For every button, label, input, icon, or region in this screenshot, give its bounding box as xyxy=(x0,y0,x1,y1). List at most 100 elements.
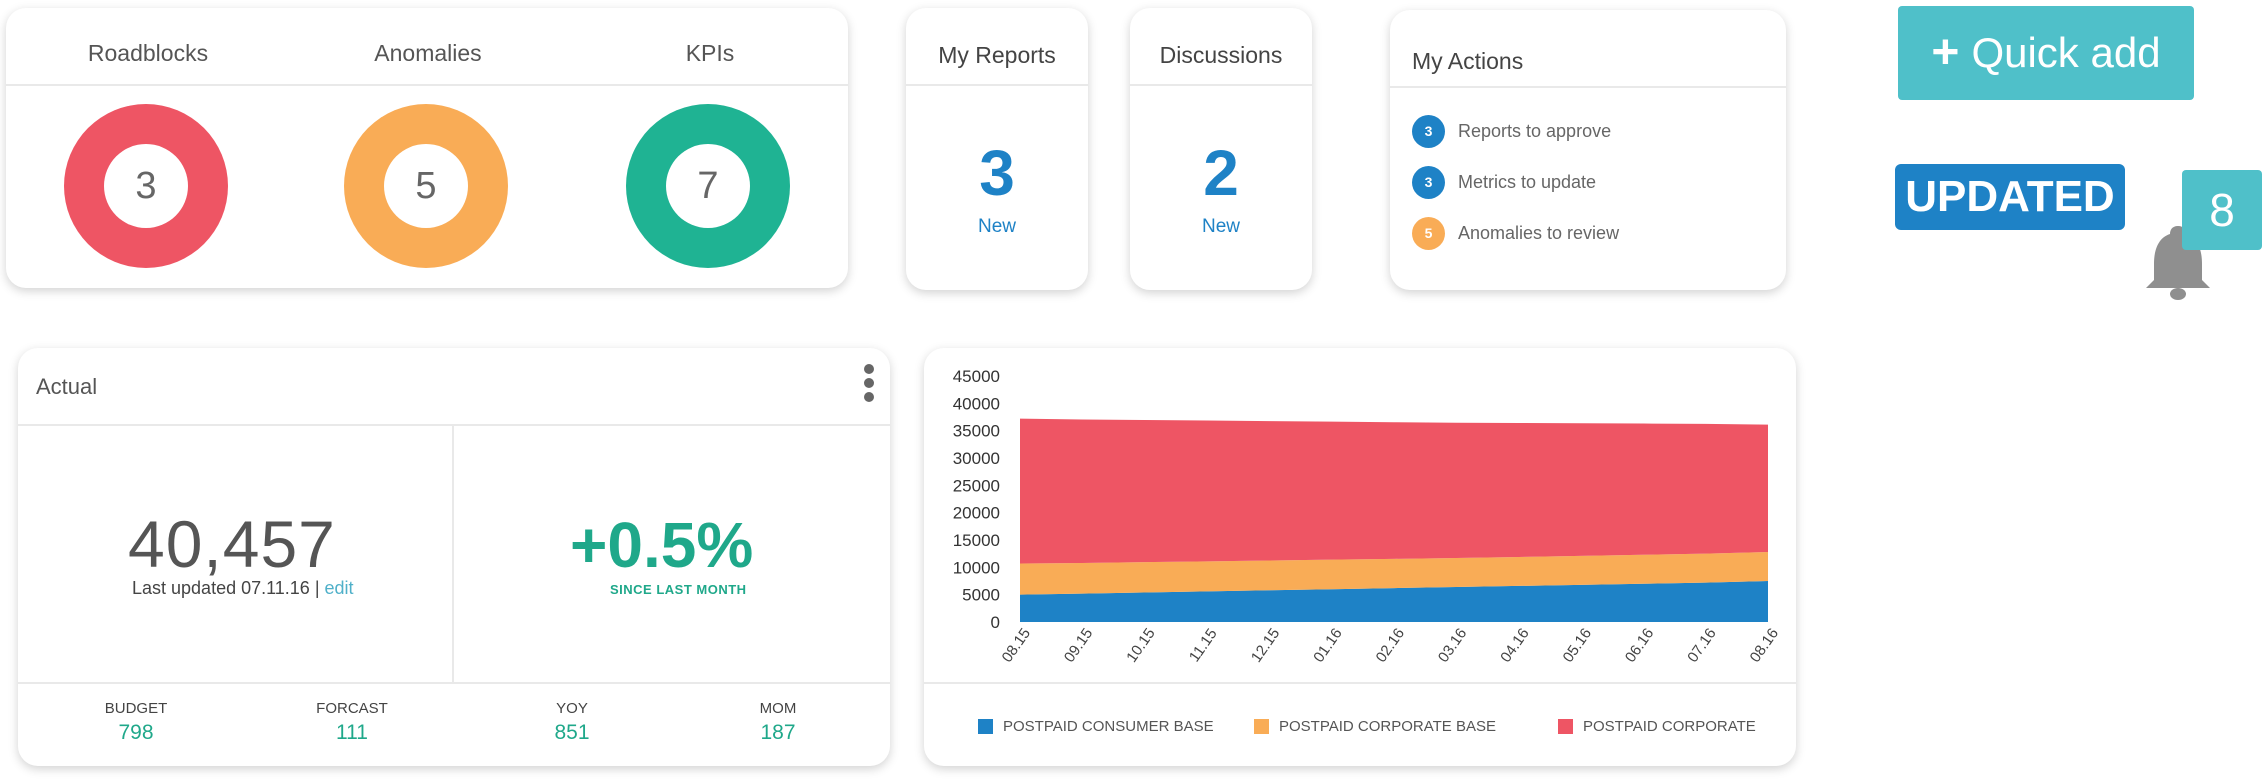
action-count-badge: 5 xyxy=(1412,216,1445,250)
discussions-count: 2 xyxy=(1203,137,1239,209)
action-label: Reports to approve xyxy=(1458,120,1612,141)
discussions-divider xyxy=(1130,84,1312,86)
x-tick-label: 07.16 xyxy=(1684,625,1719,666)
roadblocks-column[interactable]: Roadblocks 3 xyxy=(8,8,288,288)
updated-badge: UPDATED xyxy=(1895,164,2125,230)
legend-label: POSTPAID CONSUMER BASE xyxy=(1003,718,1214,735)
legend-label: POSTPAID CORPORATE xyxy=(1583,718,1756,735)
stat-mom: MOM 187 xyxy=(698,700,858,745)
action-item-anomalies-to-review[interactable]: 5 Anomalies to review xyxy=(1412,216,1619,250)
kpis-donut[interactable]: 7 xyxy=(626,104,790,268)
summary-divider xyxy=(6,84,848,86)
discussions-card[interactable]: Discussions 2 New xyxy=(1130,8,1312,290)
x-tick-label: 01.16 xyxy=(1310,625,1345,666)
my-actions-card: My Actions 3 Reports to approve 3 Metric… xyxy=(1390,10,1786,290)
actual-vertical-divider xyxy=(452,426,454,682)
x-tick-label: 03.16 xyxy=(1435,625,1470,666)
action-item-reports-to-approve[interactable]: 3 Reports to approve xyxy=(1412,114,1611,148)
my-reports-card[interactable]: My Reports 3 New xyxy=(906,8,1088,290)
kebab-menu-icon[interactable] xyxy=(862,364,876,406)
actual-value: 40,457 xyxy=(128,507,336,581)
stat-label: MOM xyxy=(759,700,797,717)
area-chart: 0 5000 10000 15000 20000 25000 30000 35000 40000… xyxy=(953,367,1782,666)
plus-icon: + xyxy=(1931,26,1960,79)
quick-add-button[interactable]: + Quick add xyxy=(1898,6,2194,100)
my-actions-divider xyxy=(1390,86,1786,88)
legend-item-corporate[interactable]: POSTPAID CORPORATE xyxy=(1558,718,1756,735)
legend-swatch xyxy=(978,719,993,734)
area-series-1[interactable] xyxy=(1020,552,1768,595)
x-tick-label: 11.15 xyxy=(1186,626,1221,666)
percent-change-caption: SINCE LAST MONTH xyxy=(610,582,747,597)
my-reports-divider xyxy=(906,84,1088,86)
actual-card: Actual 40,457 Last updated 07.11.16 | ed… xyxy=(18,348,890,766)
y-tick-label: 10000 xyxy=(953,558,1000,577)
x-tick-label: 06.16 xyxy=(1622,625,1657,666)
my-reports-new-label[interactable]: New xyxy=(977,216,1016,237)
action-count-badge: 3 xyxy=(1412,165,1445,199)
anomalies-donut[interactable]: 5 xyxy=(344,104,508,268)
stat-budget: BUDGET 798 xyxy=(56,700,216,745)
roadblocks-donut[interactable]: 3 xyxy=(64,104,228,268)
x-tick-label: 09.15 xyxy=(1061,625,1096,666)
legend-label: POSTPAID CORPORATE BASE xyxy=(1279,718,1496,735)
action-item-metrics-to-update[interactable]: 3 Metrics to update xyxy=(1412,165,1596,199)
my-reports-title: My Reports xyxy=(938,42,1056,68)
area-series-0[interactable] xyxy=(1020,581,1768,622)
y-tick-label: 45000 xyxy=(953,367,1000,386)
action-label: Anomalies to review xyxy=(1458,222,1620,243)
x-tick-label: 02.16 xyxy=(1373,625,1408,666)
kpis-count: 7 xyxy=(666,144,750,228)
x-tick-label: 08.16 xyxy=(1747,625,1782,666)
kpis-title: KPIs xyxy=(685,40,735,66)
x-tick-label: 10.15 xyxy=(1123,625,1158,666)
discussions-title: Discussions xyxy=(1159,42,1283,68)
legend-item-corporate-base[interactable]: POSTPAID CORPORATE BASE xyxy=(1254,718,1496,735)
roadblocks-count: 3 xyxy=(104,144,188,228)
chart-legend-divider xyxy=(924,682,1796,684)
stat-value: 798 xyxy=(118,721,154,744)
stat-forcast: FORCAST 111 xyxy=(272,700,432,745)
stat-label: FORCAST xyxy=(316,700,388,717)
action-count-badge: 3 xyxy=(1412,114,1445,148)
edit-link[interactable]: edit xyxy=(324,578,354,598)
stat-value: 187 xyxy=(760,721,796,744)
actual-title: Actual xyxy=(36,374,98,399)
area-series-2[interactable] xyxy=(1020,418,1768,564)
legend-item-consumer-base[interactable]: POSTPAID CONSUMER BASE xyxy=(978,718,1214,735)
anomalies-count: 5 xyxy=(384,144,468,228)
x-tick-label: 12.15 xyxy=(1248,625,1283,666)
percent-change: +0.5% xyxy=(570,509,754,581)
y-tick-label: 15000 xyxy=(953,531,1000,550)
y-tick-label: 40000 xyxy=(953,394,1000,413)
x-tick-label: 08.15 xyxy=(999,625,1034,666)
x-tick-label: 05.16 xyxy=(1560,625,1595,666)
last-updated-text: Last updated 07.11.16 | edit xyxy=(132,578,354,599)
stat-value: 851 xyxy=(554,721,590,744)
legend-swatch xyxy=(1558,719,1573,734)
summary-card: Roadblocks 3 Anomalies 5 KPIs 7 xyxy=(6,8,848,288)
area-chart-card: 0 5000 10000 15000 20000 25000 30000 35000 40000… xyxy=(924,348,1796,766)
stat-value: 111 xyxy=(336,721,368,744)
legend-swatch xyxy=(1254,719,1269,734)
y-tick-label: 30000 xyxy=(953,449,1000,468)
stat-label: YOY xyxy=(556,700,588,717)
discussions-new-label[interactable]: New xyxy=(1201,216,1240,237)
stat-yoy: YOY 851 xyxy=(492,700,652,745)
y-tick-label: 20000 xyxy=(953,504,1000,523)
stat-label: BUDGET xyxy=(104,700,168,717)
anomalies-column[interactable]: Anomalies 5 xyxy=(288,8,568,288)
actual-header-divider xyxy=(18,424,890,426)
y-tick-label: 35000 xyxy=(953,422,1000,441)
roadblocks-title: Roadblocks xyxy=(87,40,209,66)
y-tick-label: 5000 xyxy=(962,586,1000,605)
last-updated-label: Last updated 07.11.16 | xyxy=(132,578,320,598)
my-reports-count: 3 xyxy=(979,137,1015,209)
my-actions-title: My Actions xyxy=(1412,48,1524,74)
kpis-column[interactable]: KPIs 7 xyxy=(570,8,850,288)
notification-count-badge[interactable]: 8 xyxy=(2182,170,2262,250)
x-tick-label: 04.16 xyxy=(1497,625,1532,666)
quick-add-label: Quick add xyxy=(1971,29,2161,76)
anomalies-title: Anomalies xyxy=(374,40,482,66)
action-label: Metrics to update xyxy=(1458,171,1597,192)
